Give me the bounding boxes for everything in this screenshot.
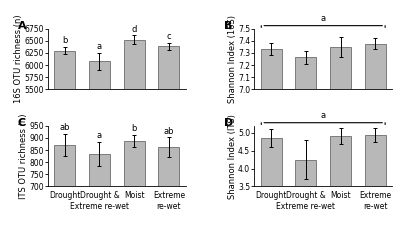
Bar xyxy=(54,50,75,89)
Y-axis label: 16S OTU richness (n): 16S OTU richness (n) xyxy=(14,15,23,103)
Text: D: D xyxy=(224,119,233,129)
Text: a: a xyxy=(97,43,102,51)
Text: C: C xyxy=(18,119,26,129)
Bar xyxy=(261,138,282,186)
Y-axis label: ITS OTU richness (n): ITS OTU richness (n) xyxy=(19,113,28,199)
Bar xyxy=(54,145,75,186)
Bar xyxy=(330,136,351,186)
Text: ab: ab xyxy=(164,127,174,136)
Bar xyxy=(124,141,144,186)
Bar xyxy=(124,40,144,89)
Bar xyxy=(365,44,386,89)
Bar xyxy=(89,61,110,89)
Bar xyxy=(365,135,386,186)
Text: d: d xyxy=(132,25,137,34)
Y-axis label: Shannon Index (ITS): Shannon Index (ITS) xyxy=(228,114,237,199)
Bar xyxy=(158,147,179,186)
Text: a: a xyxy=(97,131,102,141)
Bar xyxy=(296,160,316,186)
Bar xyxy=(330,47,351,89)
Bar xyxy=(296,57,316,89)
Bar xyxy=(89,154,110,186)
Text: ab: ab xyxy=(60,123,70,132)
Text: B: B xyxy=(224,22,232,31)
Text: b: b xyxy=(132,125,137,133)
Bar xyxy=(158,46,179,89)
Text: A: A xyxy=(18,22,26,31)
Text: b: b xyxy=(62,36,67,45)
Y-axis label: Shannon Index (16S): Shannon Index (16S) xyxy=(228,15,237,103)
Text: c: c xyxy=(167,32,171,41)
Text: a: a xyxy=(321,14,326,23)
Bar xyxy=(261,49,282,89)
Text: a: a xyxy=(321,111,326,120)
